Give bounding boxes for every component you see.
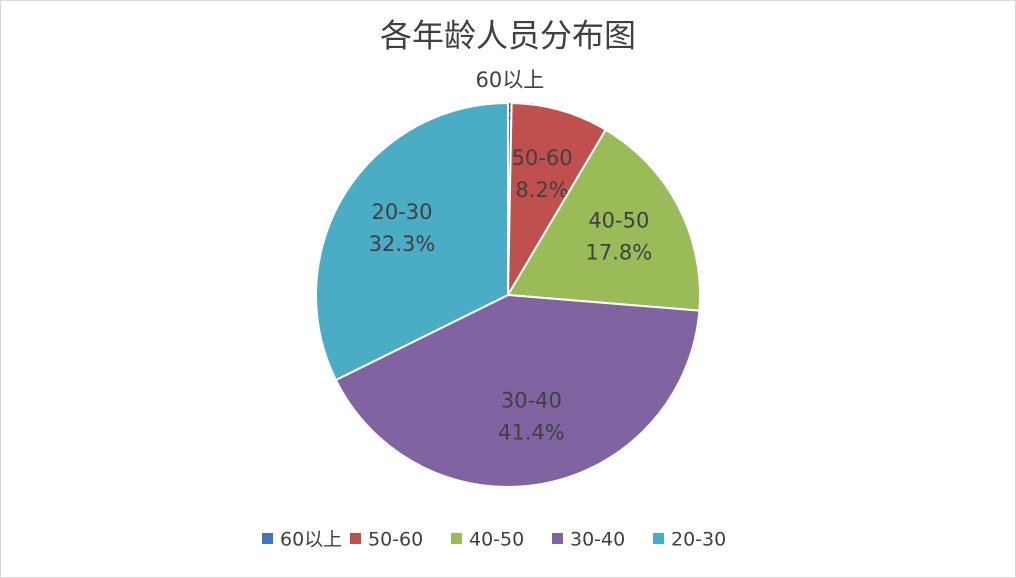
- legend-swatch: [350, 533, 361, 544]
- legend-swatch: [451, 533, 462, 544]
- slice-label: 30-40: [501, 389, 562, 413]
- legend-swatch: [653, 533, 664, 544]
- slice-label: 50-60: [512, 146, 573, 170]
- slice-value-label: 41.4%: [498, 421, 565, 445]
- legend-label: 20-30: [671, 529, 726, 551]
- chart-title: 各年龄人员分布图: [380, 17, 636, 55]
- pie-slice: [315, 101, 509, 382]
- legend-swatch: [552, 533, 563, 544]
- slice-label: 40-50: [588, 209, 649, 233]
- slice-label: 20-30: [371, 200, 432, 224]
- legend-label: 60以上: [280, 529, 342, 551]
- pie-slice: [506, 128, 701, 312]
- pie-slice: [506, 102, 608, 299]
- legend-swatch: [262, 533, 273, 544]
- legend-label: 30-40: [570, 529, 625, 551]
- pie-slice: [334, 293, 701, 488]
- slice-value-label: 8.2%: [515, 178, 568, 202]
- slice-value-label: 32.3%: [369, 232, 436, 256]
- legend-label: 50-60: [368, 529, 423, 551]
- slice-value-label: 17.8%: [585, 241, 652, 265]
- legend-label: 40-50: [469, 529, 524, 551]
- slice-label: 60以上: [475, 68, 544, 92]
